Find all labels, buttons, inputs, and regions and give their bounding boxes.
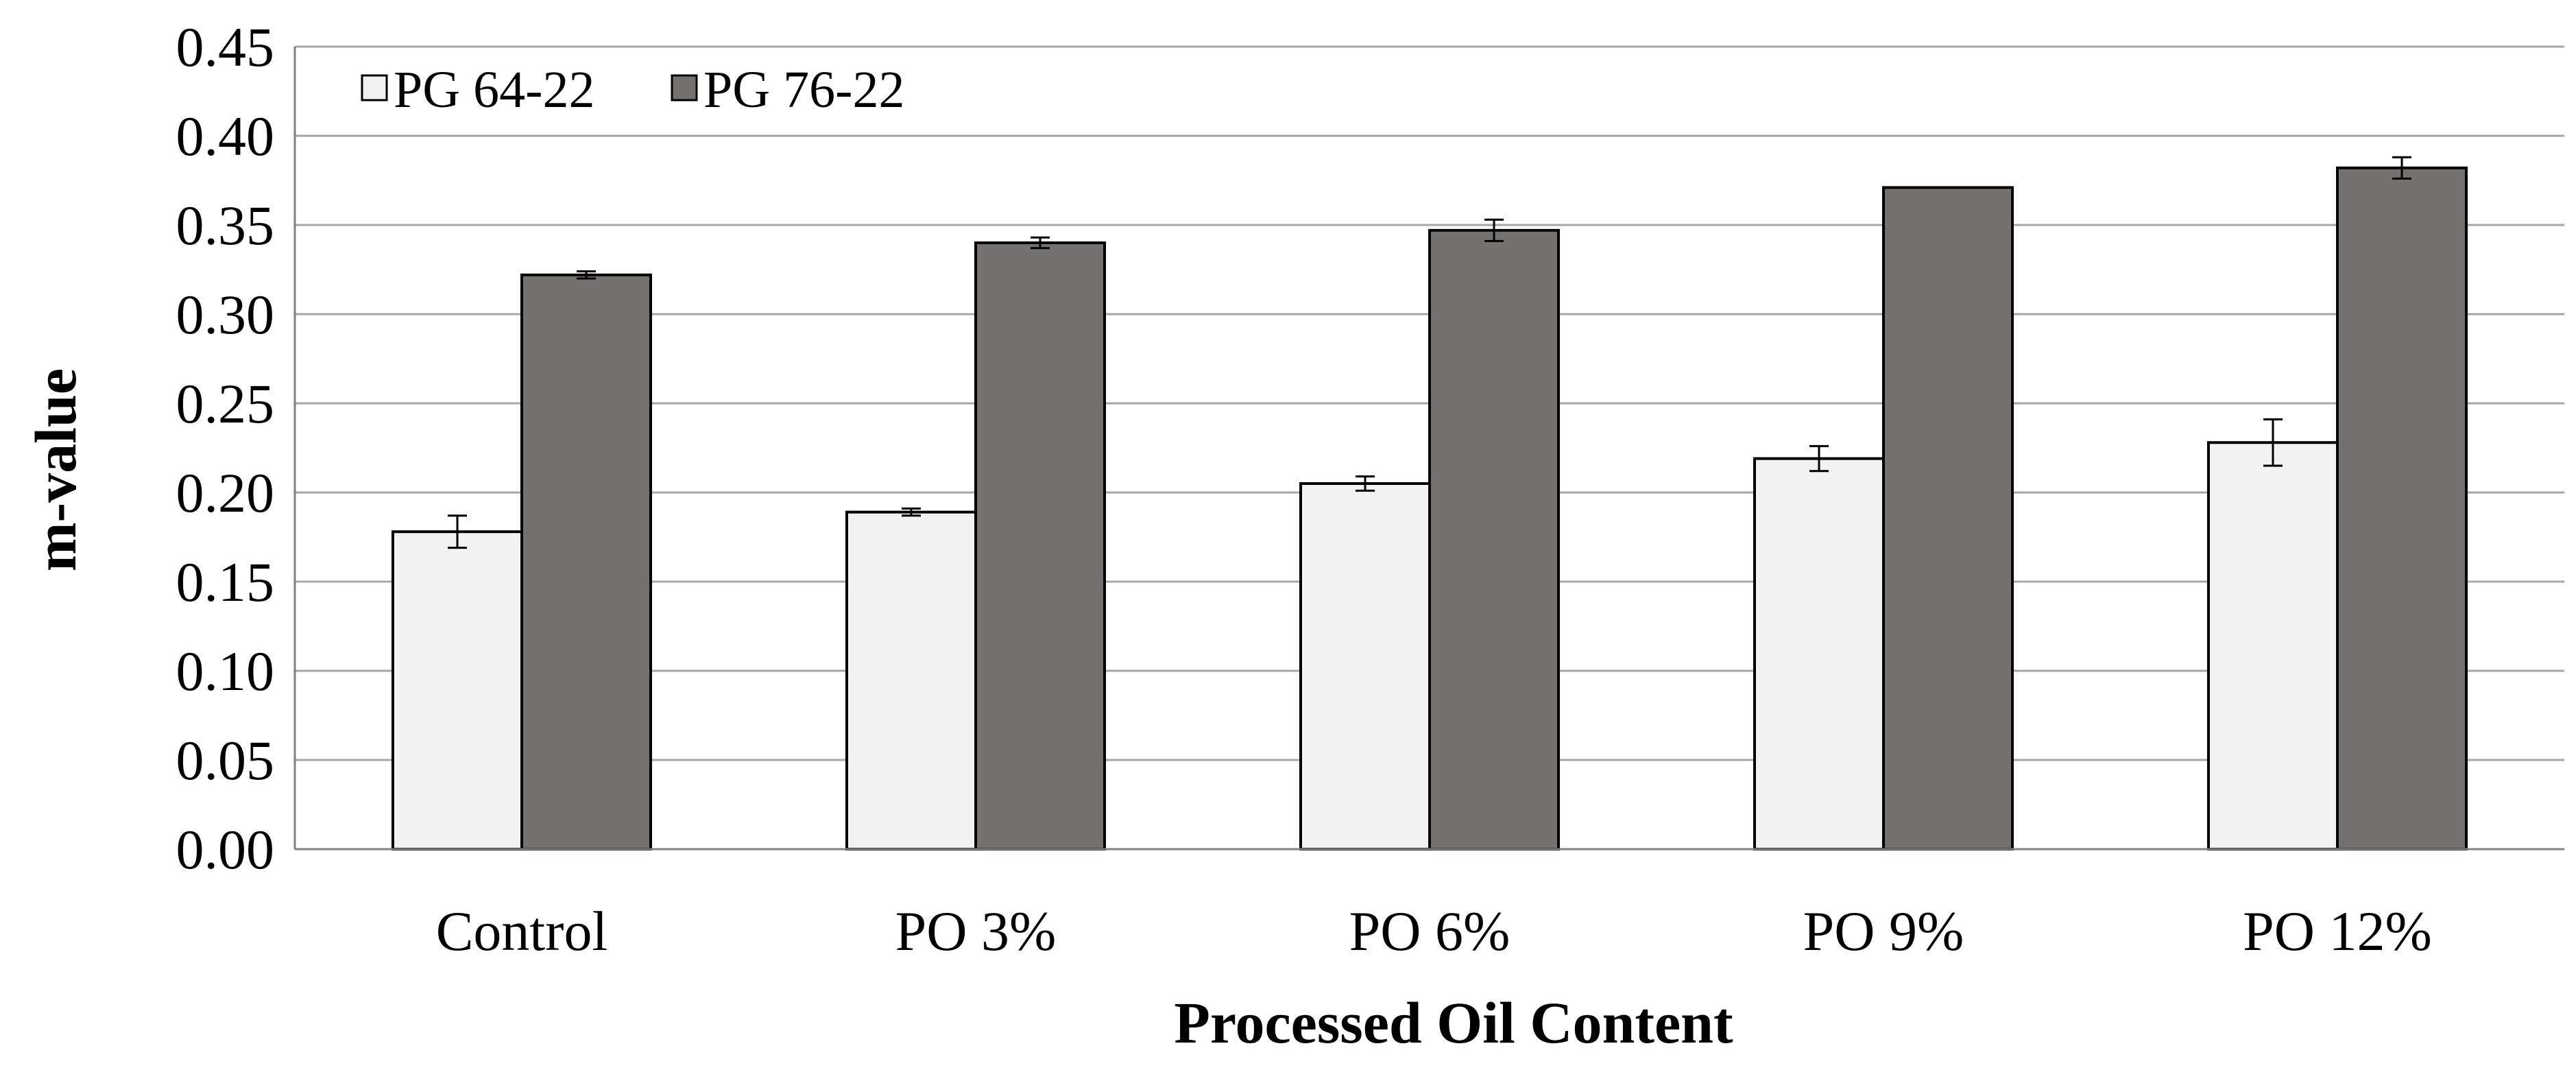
y-tick-label: 0.35 (176, 194, 275, 257)
legend-label-pg-64-22: PG 64-22 (394, 61, 594, 119)
error-bar (1356, 475, 1375, 492)
error-bar (1031, 236, 1050, 250)
bar-pg-76-22-po-12- (2336, 166, 2468, 851)
y-tick-label: 0.15 (176, 551, 275, 613)
bar-pg-76-22-po-9- (1882, 186, 2014, 851)
error-bar (2263, 418, 2283, 467)
error-bar (902, 507, 921, 517)
legend: PG 64-22 PG 76-22 (361, 61, 904, 119)
error-bar (2392, 156, 2411, 180)
error-bar (577, 270, 596, 280)
error-bar (1809, 444, 1829, 473)
bar-pg-76-22-control (520, 273, 652, 851)
bar-pg-76-22-po-6- (1428, 228, 1560, 851)
y-tick-label: 0.45 (176, 16, 275, 78)
bar-pg-64-22-po-9- (1753, 457, 1885, 851)
y-tick-label: 0.20 (176, 462, 275, 524)
y-tick-label: 0.25 (176, 372, 275, 435)
y-tick-label: 0.05 (176, 729, 275, 792)
x-axis-title: Processed Oil Content (1174, 990, 1733, 1056)
error-bars (448, 156, 2411, 549)
legend-swatch-pg-64-22 (361, 74, 388, 102)
bars (392, 166, 2468, 851)
bar-pg-64-22-po-6- (1299, 482, 1431, 851)
y-tick-label: 0.00 (176, 818, 275, 881)
x-tick-label: PO 12% (2243, 900, 2432, 962)
y-tick-label: 0.30 (176, 283, 275, 346)
error-bar (448, 514, 467, 549)
legend-label-pg-76-22: PG 76-22 (703, 61, 904, 119)
tick-labels: 0.00 0.05 0.10 0.15 0.20 0.25 0.30 0.35 0.40 0.45… (176, 16, 2432, 962)
bar-pg-64-22-control (392, 530, 523, 851)
y-axis-title: m-value (23, 368, 88, 571)
y-tick-label: 0.40 (176, 105, 275, 167)
legend-swatch-pg-76-22 (671, 74, 698, 102)
axes (293, 47, 2564, 851)
y-tick-label: 0.10 (176, 640, 275, 702)
x-tick-label: Control (436, 900, 608, 962)
bar-pg-76-22-po-3- (974, 241, 1106, 851)
x-tick-label: PO 3% (895, 900, 1057, 962)
x-tick-label: PO 9% (1803, 900, 1964, 962)
x-tick-label: PO 6% (1349, 900, 1510, 962)
error-bar (1484, 218, 1504, 242)
bar-pg-64-22-po-3- (845, 510, 977, 851)
bar-pg-64-22-po-12- (2207, 441, 2339, 851)
